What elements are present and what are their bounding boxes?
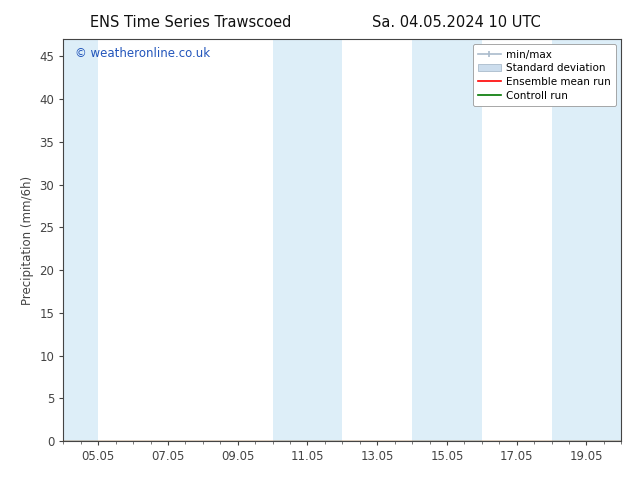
Bar	[552, 39, 621, 441]
Text: ENS Time Series Trawscoed: ENS Time Series Trawscoed	[89, 15, 291, 30]
Y-axis label: Precipitation (mm/6h): Precipitation (mm/6h)	[21, 175, 34, 305]
Text: Sa. 04.05.2024 10 UTC: Sa. 04.05.2024 10 UTC	[372, 15, 541, 30]
Bar	[273, 39, 342, 441]
Bar	[412, 39, 482, 441]
Legend: min/max, Standard deviation, Ensemble mean run, Controll run: min/max, Standard deviation, Ensemble me…	[473, 45, 616, 106]
Text: © weatheronline.co.uk: © weatheronline.co.uk	[75, 47, 210, 60]
Bar	[63, 39, 98, 441]
